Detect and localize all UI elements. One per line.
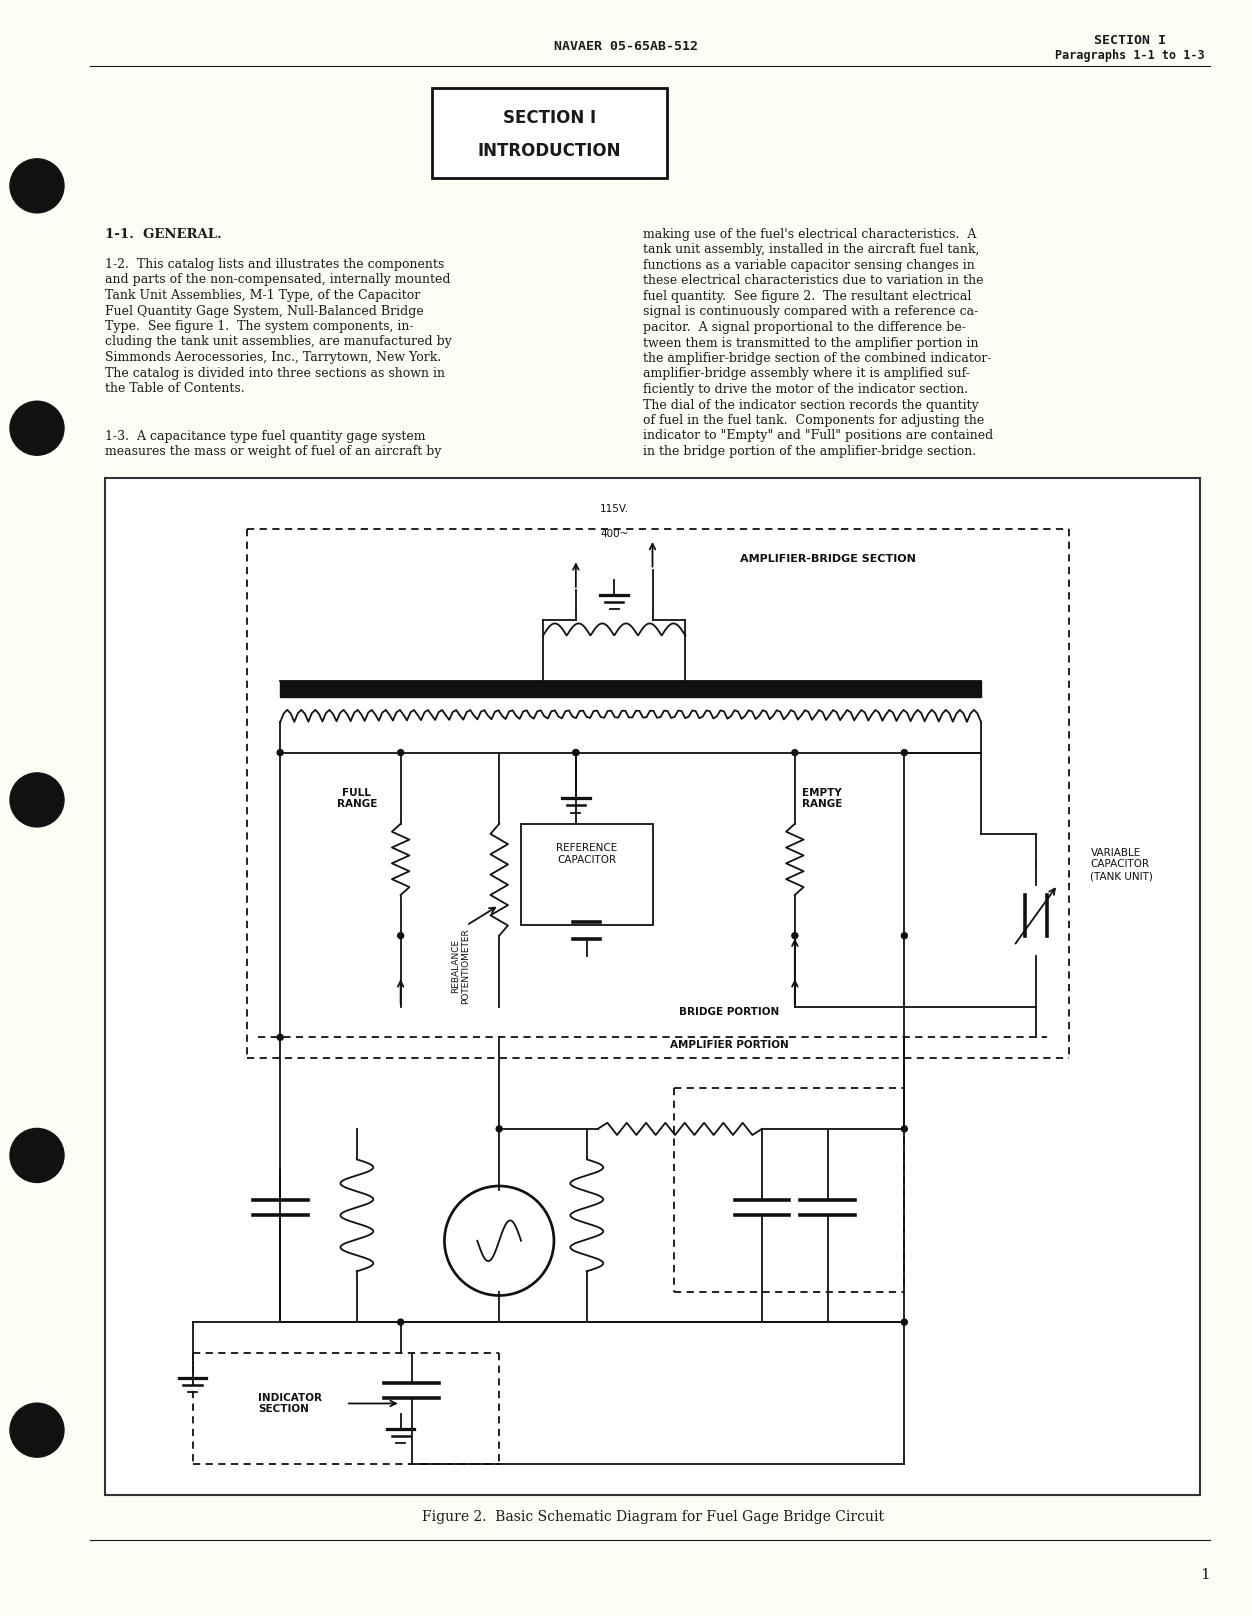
- Text: Fuel Quantity Gage System, Null-Balanced Bridge: Fuel Quantity Gage System, Null-Balanced…: [105, 304, 423, 317]
- Text: 1-3.  A capacitance type fuel quantity gage system: 1-3. A capacitance type fuel quantity ga…: [105, 430, 426, 443]
- Text: tank unit assembly, installed in the aircraft fuel tank,: tank unit assembly, installed in the air…: [644, 244, 979, 257]
- Text: AMPLIFIER PORTION: AMPLIFIER PORTION: [670, 1041, 789, 1050]
- Text: BRIDGE PORTION: BRIDGE PORTION: [679, 1007, 779, 1016]
- Text: signal is continuously compared with a reference ca-: signal is continuously compared with a r…: [644, 305, 978, 318]
- Circle shape: [444, 1186, 553, 1296]
- Circle shape: [398, 750, 403, 756]
- Text: indicator to "Empty" and "Full" positions are contained: indicator to "Empty" and "Full" position…: [644, 430, 993, 443]
- Text: amplifier-bridge assembly where it is amplified suf-: amplifier-bridge assembly where it is am…: [644, 367, 970, 380]
- Text: 115V.: 115V.: [600, 504, 629, 514]
- Text: 400~: 400~: [600, 528, 629, 538]
- Text: VARIABLE
CAPACITOR
(TANK UNIT): VARIABLE CAPACITOR (TANK UNIT): [1090, 848, 1153, 881]
- Circle shape: [791, 750, 798, 756]
- Text: cluding the tank unit assemblies, are manufactured by: cluding the tank unit assemblies, are ma…: [105, 336, 452, 349]
- Circle shape: [496, 1126, 502, 1131]
- Text: in the bridge portion of the amplifier-bridge section.: in the bridge portion of the amplifier-b…: [644, 444, 977, 457]
- Text: REFERENCE
CAPACITOR: REFERENCE CAPACITOR: [556, 844, 617, 865]
- Text: The dial of the indicator section records the quantity: The dial of the indicator section record…: [644, 399, 979, 412]
- Circle shape: [398, 932, 403, 939]
- Text: these electrical characteristics due to variation in the: these electrical characteristics due to …: [644, 275, 984, 288]
- Text: ficiently to drive the motor of the indicator section.: ficiently to drive the motor of the indi…: [644, 383, 968, 396]
- Bar: [432, 87, 667, 178]
- Text: SECTION I: SECTION I: [503, 108, 596, 128]
- Text: INDICATOR
SECTION: INDICATOR SECTION: [258, 1393, 322, 1414]
- Text: the Table of Contents.: the Table of Contents.: [105, 381, 244, 394]
- Circle shape: [901, 750, 908, 756]
- Text: SECTION I: SECTION I: [1094, 34, 1166, 47]
- Text: The catalog is divided into three sections as shown in: The catalog is divided into three sectio…: [105, 367, 444, 380]
- Circle shape: [10, 772, 64, 827]
- Text: the amplifier-bridge section of the combined indicator-: the amplifier-bridge section of the comb…: [644, 352, 992, 365]
- Text: of fuel in the fuel tank.  Components for adjusting the: of fuel in the fuel tank. Components for…: [644, 414, 984, 427]
- Circle shape: [10, 1128, 64, 1183]
- Circle shape: [791, 932, 798, 939]
- Text: 1: 1: [1201, 1568, 1209, 1582]
- Circle shape: [573, 750, 578, 756]
- Text: Paragraphs 1-1 to 1-3: Paragraphs 1-1 to 1-3: [1055, 50, 1204, 63]
- Circle shape: [901, 1126, 908, 1131]
- Circle shape: [573, 750, 578, 756]
- Text: Simmonds Aerocessories, Inc., Tarrytown, New York.: Simmonds Aerocessories, Inc., Tarrytown,…: [105, 351, 441, 364]
- Circle shape: [10, 158, 64, 213]
- Text: 1-2.  This catalog lists and illustrates the components: 1-2. This catalog lists and illustrates …: [105, 259, 444, 271]
- Text: FULL
RANGE: FULL RANGE: [337, 787, 377, 810]
- Circle shape: [277, 1034, 283, 1041]
- Text: Tank Unit Assemblies, M-1 Type, of the Capacitor: Tank Unit Assemblies, M-1 Type, of the C…: [105, 289, 421, 302]
- Text: AMPLIFIER-BRIDGE SECTION: AMPLIFIER-BRIDGE SECTION: [740, 554, 915, 564]
- Circle shape: [901, 1319, 908, 1325]
- Text: 1-1.  GENERAL.: 1-1. GENERAL.: [105, 228, 222, 241]
- Text: tween them is transmitted to the amplifier portion in: tween them is transmitted to the amplifi…: [644, 336, 979, 349]
- Bar: [521, 824, 652, 926]
- Circle shape: [901, 932, 908, 939]
- Text: making use of the fuel's electrical characteristics.  A: making use of the fuel's electrical char…: [644, 228, 977, 241]
- Text: INTRODUCTION: INTRODUCTION: [478, 142, 621, 160]
- Bar: [280, 682, 982, 696]
- Text: Type.  See figure 1.  The system components, in-: Type. See figure 1. The system component…: [105, 320, 413, 333]
- Circle shape: [10, 401, 64, 456]
- Text: Figure 2.  Basic Schematic Diagram for Fuel Gage Bridge Circuit: Figure 2. Basic Schematic Diagram for Fu…: [422, 1509, 884, 1524]
- Text: functions as a variable capacitor sensing changes in: functions as a variable capacitor sensin…: [644, 259, 975, 271]
- Text: and parts of the non-compensated, internally mounted: and parts of the non-compensated, intern…: [105, 273, 451, 286]
- Circle shape: [398, 1319, 403, 1325]
- Circle shape: [277, 750, 283, 756]
- Text: EMPTY
RANGE: EMPTY RANGE: [803, 787, 843, 810]
- Text: NAVAER 05-65AB-512: NAVAER 05-65AB-512: [553, 39, 699, 52]
- Text: fuel quantity.  See figure 2.  The resultant electrical: fuel quantity. See figure 2. The resulta…: [644, 289, 972, 304]
- Text: pacitor.  A signal proportional to the difference be-: pacitor. A signal proportional to the di…: [644, 322, 965, 335]
- Text: measures the mass or weight of fuel of an aircraft by: measures the mass or weight of fuel of a…: [105, 446, 442, 459]
- Bar: [105, 478, 1199, 1495]
- Circle shape: [10, 1403, 64, 1458]
- Text: REBALANCE
POTENTIOMETER: REBALANCE POTENTIOMETER: [451, 928, 471, 1004]
